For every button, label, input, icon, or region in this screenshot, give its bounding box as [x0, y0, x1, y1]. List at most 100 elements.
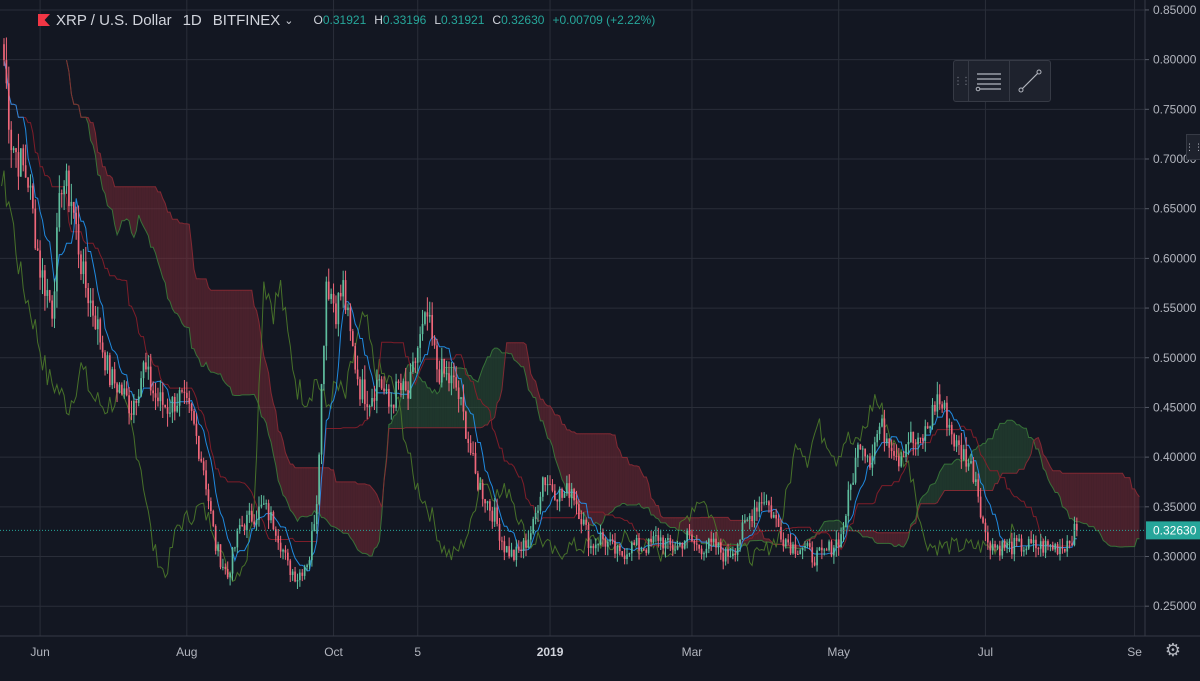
candle-body: [386, 389, 388, 392]
candle-body: [42, 270, 44, 277]
candle-body: [556, 500, 558, 502]
candle-body: [684, 541, 686, 548]
candle-body: [439, 369, 441, 382]
candle-body: [453, 375, 455, 377]
trend-line-icon: [1017, 68, 1043, 94]
candle-body: [455, 377, 457, 387]
candle-body: [1054, 544, 1056, 549]
candle-body: [506, 546, 508, 552]
candle-body: [1016, 538, 1018, 541]
cloud-segment: [656, 505, 658, 519]
cloud-segment: [584, 434, 586, 517]
candle-body: [823, 549, 825, 550]
candle-body: [540, 497, 542, 511]
cloud-segment: [1017, 425, 1019, 473]
red-flag-icon[interactable]: [38, 14, 50, 26]
candle-body: [309, 560, 311, 565]
cloud-segment: [1125, 478, 1127, 547]
interval-label[interactable]: 1D: [183, 12, 202, 29]
cloud-segment: [1070, 473, 1072, 518]
cloud-segment: [670, 518, 672, 528]
candle-body: [87, 288, 89, 303]
cloud-segment: [877, 533, 879, 544]
cloud-segment: [156, 187, 158, 262]
candle-body: [1006, 543, 1008, 548]
drag-grip-icon[interactable]: ⋮⋮: [1186, 134, 1200, 160]
candle-body: [73, 202, 75, 213]
chevron-down-icon[interactable]: ⌄: [284, 14, 293, 27]
candle-body: [282, 550, 284, 552]
candle-body: [667, 538, 669, 540]
candle-body: [732, 554, 734, 556]
cloud-segment: [680, 518, 682, 530]
candle-body: [698, 545, 700, 549]
candle-body: [679, 543, 681, 546]
candle-body: [828, 541, 830, 550]
horizontal-lines-button[interactable]: [968, 61, 1009, 101]
cloud-segment: [254, 306, 256, 399]
candle-body: [369, 406, 371, 407]
candle-body: [713, 539, 715, 542]
candle-body: [1035, 540, 1037, 548]
candle-body: [665, 540, 667, 548]
candle-body: [1030, 539, 1032, 543]
cloud-segment: [213, 290, 215, 373]
candle-body: [338, 293, 340, 324]
candle-body: [138, 396, 140, 403]
cloud-segment: [882, 533, 884, 544]
cloud-segment: [733, 520, 735, 544]
cloud-segment: [1137, 494, 1139, 539]
candle-body: [181, 390, 183, 392]
candle-body: [542, 477, 544, 496]
candle-body: [61, 193, 63, 194]
candle-body: [912, 432, 914, 443]
candle-body: [196, 424, 198, 436]
candle-body: [205, 470, 207, 489]
cloud-segment: [235, 290, 237, 395]
candle-body: [167, 407, 169, 414]
cloud-segment: [134, 187, 136, 238]
symbol-title[interactable]: XRP / U.S. Dollar: [56, 12, 172, 29]
candle-body: [251, 511, 253, 522]
candle-body: [694, 541, 696, 543]
candle-body: [932, 405, 934, 426]
candle-body: [417, 348, 419, 363]
candle-body: [27, 178, 29, 188]
cloud-segment: [208, 288, 210, 373]
candle-body: [660, 537, 662, 540]
cloud-segment: [122, 187, 124, 221]
candle-body: [1066, 541, 1068, 552]
trend-line-button[interactable]: [1009, 61, 1050, 101]
cloud-segment: [153, 187, 155, 253]
candle-body: [162, 392, 164, 405]
cloud-segment: [521, 343, 523, 367]
exchange-label[interactable]: BITFINEX: [213, 12, 281, 29]
candle-body: [479, 483, 481, 490]
cloud-segment: [632, 465, 634, 505]
candle-body: [46, 290, 48, 296]
cloud-segment: [237, 290, 239, 395]
cloud-segment: [1022, 427, 1024, 469]
candle-body: [92, 301, 94, 316]
cloud-segment: [278, 431, 280, 487]
candle-body: [600, 532, 602, 544]
candle-body: [934, 405, 936, 412]
candle-body: [3, 44, 5, 60]
cloud-segment: [1072, 473, 1074, 521]
time-tick-label: May: [827, 645, 850, 659]
candle-body: [212, 511, 214, 526]
candle-body: [638, 538, 640, 551]
candle-body: [229, 574, 231, 578]
candle-body: [448, 373, 450, 383]
candle-body: [893, 451, 895, 456]
candle-body: [936, 394, 938, 411]
drag-grip-icon[interactable]: ⋮⋮: [954, 61, 968, 101]
gear-icon[interactable]: ⚙: [1163, 640, 1183, 660]
candle-body: [819, 548, 821, 551]
candle-body: [135, 401, 137, 403]
cloud-segment: [218, 290, 220, 374]
cloud-segment: [889, 533, 891, 544]
cloud-segment: [548, 406, 550, 440]
candle-body: [734, 554, 736, 555]
candle-body: [1064, 549, 1066, 552]
